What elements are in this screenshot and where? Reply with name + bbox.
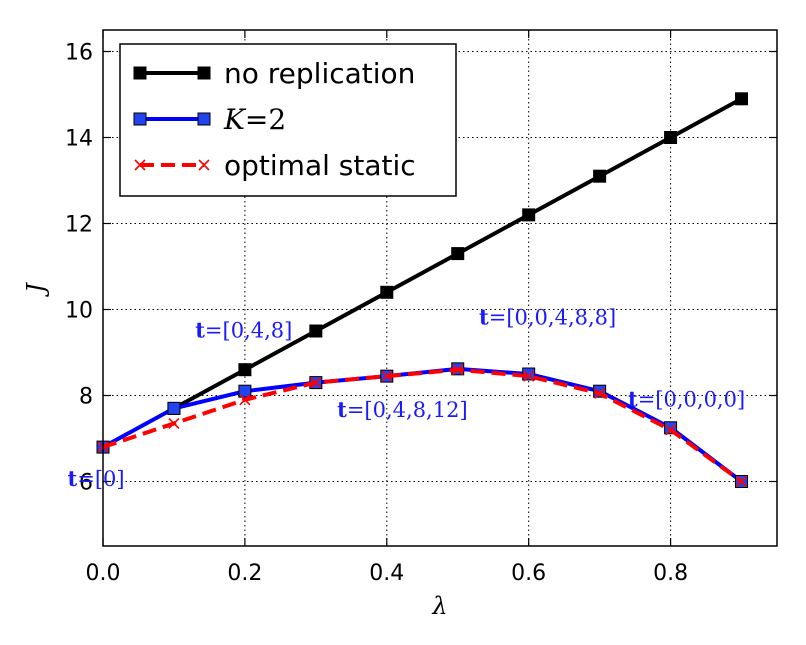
data-point-optimal-static [665,424,677,436]
data-point-no-replication [735,92,749,106]
plot-frame [102,29,778,547]
series-layer [96,92,749,488]
x-marker-stroke [523,370,535,382]
data-point-optimal-static [310,377,322,389]
legend-marker-no-replication [197,66,211,80]
annotation-value-part: =[0,0,4,8,8] [489,306,617,330]
legend: no replication K=2 optimal static [119,43,457,197]
legend-var: K [223,103,247,136]
data-point-optimal-static [523,370,535,382]
annotation-value-part: =[0,4,8,12] [347,398,468,422]
annotations: t=[0]t=[0,4,8]t=[0,4,8,12]t=[0,0,4,8,8]t… [68,305,746,491]
y-tick-label: 12 [65,213,93,238]
data-point-optimal-static [452,364,464,376]
x-marker-stroke [198,159,210,171]
x-marker-stroke [381,370,393,382]
data-point-optimal-static [735,475,748,488]
x-tick-label: 0.4 [369,561,404,586]
x-tick-label: 0.0 [86,561,121,586]
annotation-label: t=[0,4,8] [195,317,292,342]
data-point-no-replication [593,169,607,183]
legend-label-optimal-static: optimal static [224,149,416,182]
legend-label-k2: K=2 [223,103,286,136]
legend-marker-optimal-static [198,159,210,171]
y-tick-label: 14 [65,127,93,152]
data-point-no-replication [664,131,678,144]
x-tick-label: 0.2 [227,561,262,586]
data-point-no-replication [451,247,465,261]
series-line-optimal-static [102,367,743,484]
annotation-bold-part: t [68,466,78,491]
y-tick-label: 8 [79,385,93,410]
data-point-k2 [238,384,252,398]
x-marker-stroke [594,387,606,399]
annotation-label: t=[0] [68,466,125,491]
data-point-no-replication [309,324,323,338]
x-marker-stroke [239,394,251,406]
annotation-bold-part: t [479,305,489,330]
data-point-optimal-static [381,370,393,382]
annotation-bold-part: t [195,317,205,342]
legend-marker-no-replication [133,66,147,80]
x-marker-stroke [310,377,322,389]
data-point-no-replication [522,208,536,222]
data-point-optimal-static [168,417,180,430]
legend-marker-optimal-static [134,159,146,171]
x-tick-label: 0.6 [511,561,546,586]
x-axis-title: λ [431,592,447,620]
data-point-optimal-static [239,394,251,406]
legend-marker-k2 [197,112,211,126]
annotation-label: t=[0,0,4,8,8] [479,305,616,330]
ticks: 0.0 0.2 0.4 0.6 0.8 6 8 10 12 14 16 [65,30,777,586]
data-point-k2 [167,401,181,415]
x-marker-stroke [134,159,146,171]
y-tick-label: 6 [79,471,93,496]
annotation-bold-part: t [628,386,638,411]
x-marker-stroke [735,475,748,488]
y-tick-label: 10 [65,299,93,324]
data-point-no-replication [380,285,394,299]
data-point-optimal-static [594,387,606,399]
annotation-value-part: =[0,4,8] [205,318,292,342]
legend-marker-k2 [133,112,147,126]
legend-label-no-replication: no replication [224,57,415,90]
annotation-label: t=[0,4,8,12] [337,397,468,422]
x-marker-stroke [665,424,677,436]
data-point-no-replication [238,363,252,377]
x-marker-stroke [452,364,464,376]
legend-eq: =2 [245,103,286,136]
x-tick-label: 0.8 [653,561,688,586]
annotation-bold-part: t [337,397,347,422]
annotation-value-part: =[0,0,0,0] [638,387,745,411]
y-tick-label: 16 [65,41,93,66]
x-marker-stroke [168,417,180,430]
annotation-value-part: =[0] [77,467,124,491]
annotation-label: t=[0,0,0,0] [628,386,745,411]
